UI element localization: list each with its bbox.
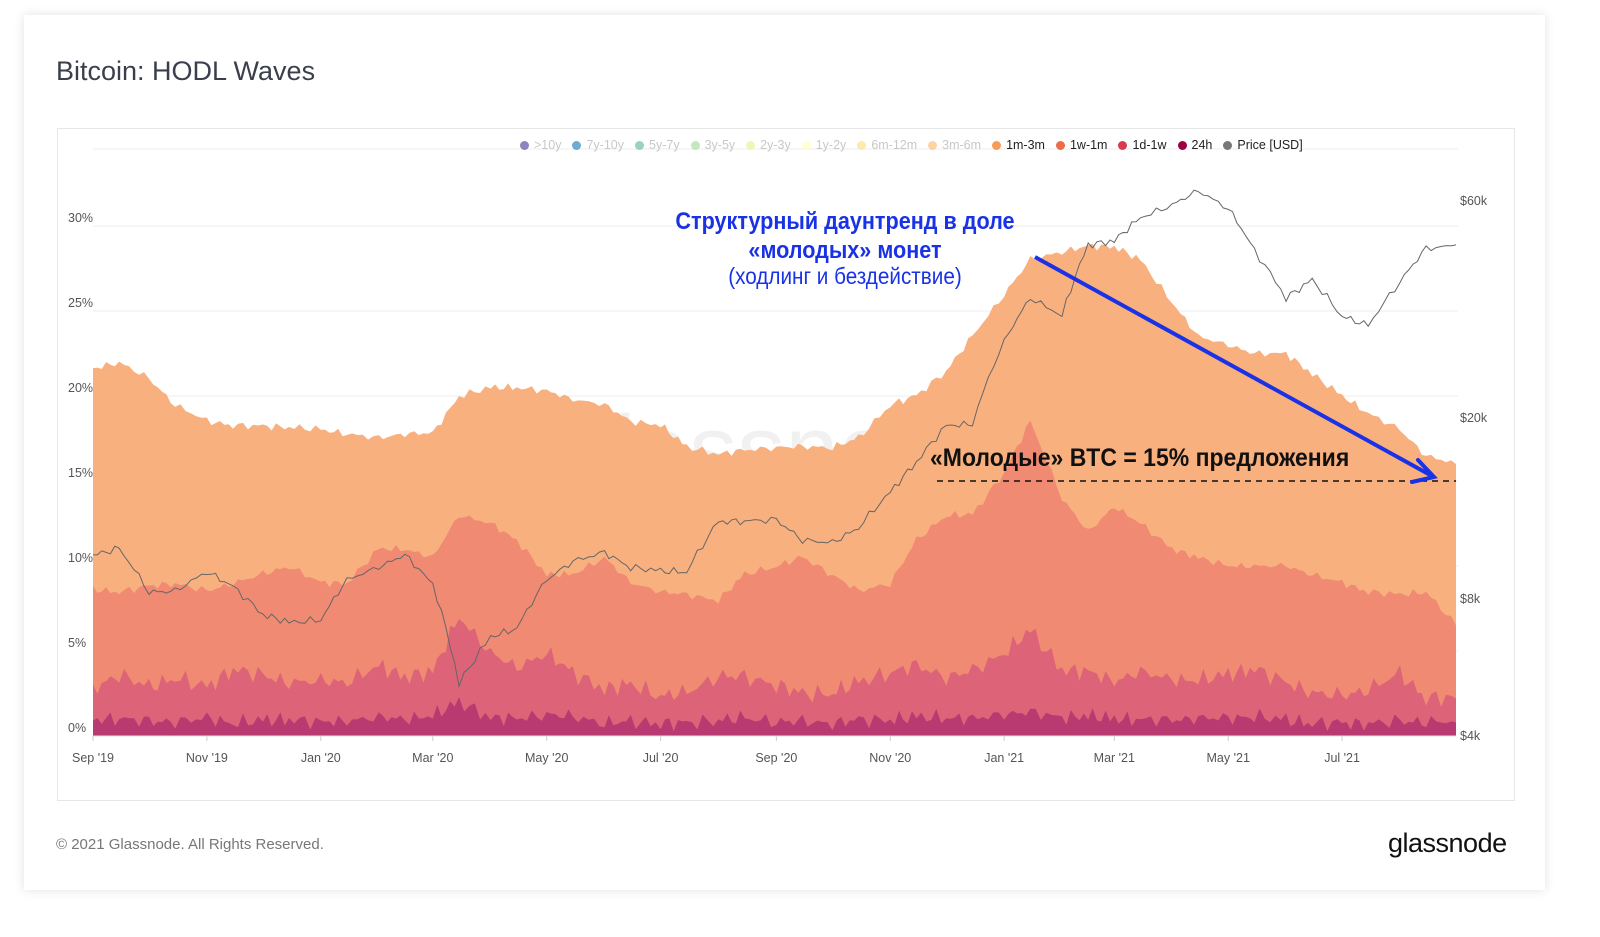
x-tick-label: Mar '21	[1094, 751, 1135, 765]
legend-item-3m-6m[interactable]: 3m-6m	[928, 138, 981, 152]
legend-item-2y-3y[interactable]: 2y-3y	[746, 138, 791, 152]
page-title: Bitcoin: HODL Waves	[56, 56, 316, 86]
legend-label: 3m-6m	[942, 138, 982, 152]
glassnode-logo: glassnode	[1388, 828, 1507, 858]
trend-annotation-title: Структурный даунтренд в доле «молодых» м…	[661, 207, 1030, 265]
legend-label: 6m-12m	[871, 138, 918, 152]
legend-dot-icon	[992, 140, 1002, 150]
x-tick-label: Jul '20	[643, 751, 679, 765]
legend-label: >10y	[534, 138, 562, 152]
legend-label: Price [USD]	[1237, 138, 1303, 152]
legend-label: 2y-3y	[760, 138, 791, 152]
legend-dot-icon	[801, 140, 811, 150]
trend-title-line2: «молодых» монет	[748, 237, 942, 264]
legend-dot-icon	[1118, 140, 1128, 150]
x-tick-label: Jan '20	[301, 751, 341, 765]
legend-dot-icon	[746, 140, 756, 150]
legend-item--10y[interactable]: >10y	[520, 138, 561, 152]
legend-item-1d-1w[interactable]: 1d-1w	[1118, 138, 1167, 152]
legend-item-7y-10y[interactable]: 7y-10y	[572, 138, 624, 152]
legend-label: 1w-1m	[1069, 138, 1108, 152]
legend-item-6m-12m[interactable]: 6m-12m	[857, 138, 917, 152]
legend-dot-icon	[1177, 140, 1187, 150]
x-tick-label: May '20	[525, 751, 568, 765]
chart-frame	[57, 128, 1515, 801]
area-24h	[93, 697, 1456, 736]
y-right-tick-label: $8k	[1460, 592, 1481, 606]
y-left-tick-label: 10%	[68, 551, 93, 565]
legend-item-3y-5y[interactable]: 3y-5y	[690, 138, 736, 152]
trend-annotation-subtitle: (ходлинг и бездействие)	[728, 263, 962, 289]
arrow-head-icon	[1410, 458, 1438, 484]
legend-item-1m-3m[interactable]: 1m-3m	[992, 138, 1045, 152]
y-left-tick-label: 25%	[68, 296, 93, 310]
trend-arrow	[1034, 255, 1433, 478]
y-left-tick-label: 15%	[68, 466, 93, 480]
legend-item-24h[interactable]: 24h	[1177, 138, 1213, 152]
x-tick-label: May '21	[1207, 751, 1250, 765]
legend-item-5y-7y[interactable]: 5y-7y	[635, 138, 680, 152]
legend-label: 3y-5y	[704, 138, 736, 152]
price-line	[93, 189, 1457, 689]
x-tick-label: Nov '19	[186, 751, 228, 765]
y-left-tick-label: 0%	[68, 721, 86, 735]
legend-dot-icon	[635, 140, 644, 150]
copyright: © 2021 Glassnode. All Rights Reserved.	[56, 836, 324, 853]
chart-legend: >10y 7y-10y 5y-7y 3y-5y 2y-3y 1y-2y 6m-12m 3m-6…	[520, 138, 1314, 152]
legend-label: 5y-7y	[649, 138, 680, 152]
legend-label: 1y-2y	[815, 138, 847, 152]
legend-dot-icon	[572, 140, 582, 150]
x-tick-label: Sep '19	[72, 751, 114, 765]
legend-item-price-usd-[interactable]: Price [USD]	[1223, 138, 1303, 152]
legend-dot-icon	[928, 140, 938, 150]
legend-label: 7y-10y	[586, 138, 624, 152]
level-annotation: «Молодые» BTC = 15% предложения	[930, 444, 1350, 472]
legend-label: 24h	[1191, 138, 1213, 152]
legend-dot-icon	[690, 140, 700, 150]
legend-item-1y-2y[interactable]: 1y-2y	[801, 138, 847, 152]
y-right-tick-label: $60k	[1460, 194, 1488, 208]
legend-label: 1m-3m	[1006, 138, 1045, 152]
x-tick-label: Jul '21	[1324, 751, 1360, 765]
x-tick-label: Sep '20	[755, 751, 797, 765]
x-tick-label: Nov '20	[869, 751, 911, 765]
legend-dot-icon	[857, 140, 867, 150]
x-tick-label: Jan '21	[984, 751, 1024, 765]
legend-dot-icon	[520, 140, 529, 150]
area-1w-1m	[93, 420, 1456, 736]
trend-title-line1: Структурный даунтренд в доле	[675, 208, 1015, 235]
y-right-tick-label: $20k	[1460, 411, 1488, 425]
x-tick-label: Mar '20	[412, 751, 453, 765]
legend-dot-icon	[1055, 140, 1065, 150]
y-left-tick-label: 20%	[68, 381, 93, 395]
legend-label: 1d-1w	[1132, 138, 1167, 152]
y-left-tick-label: 30%	[68, 211, 93, 225]
legend-dot-icon	[1223, 140, 1233, 150]
area-1d-1w	[93, 619, 1456, 736]
y-right-tick-label: $4k	[1460, 729, 1481, 743]
legend-item-1w-1m[interactable]: 1w-1m	[1055, 138, 1108, 152]
y-left-tick-label: 5%	[68, 636, 86, 650]
